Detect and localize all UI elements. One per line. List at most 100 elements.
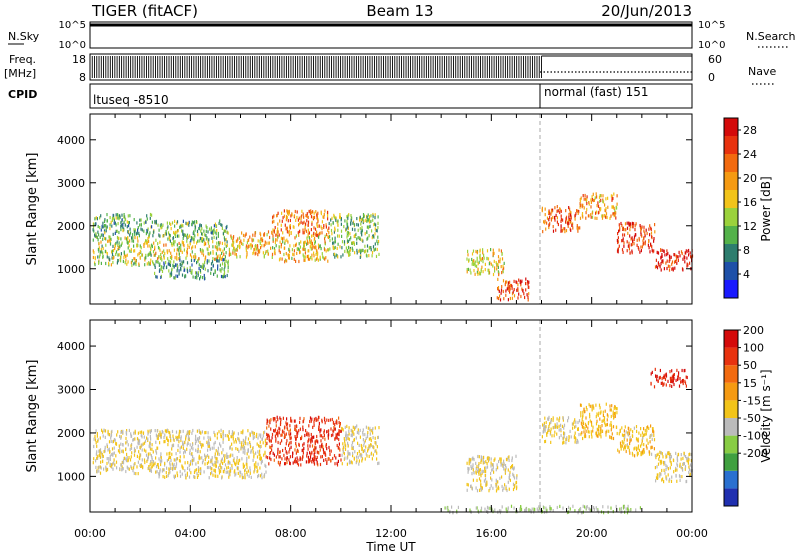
range-gate-cell xyxy=(151,443,153,447)
range-gate-cell xyxy=(314,227,317,231)
range-gate-cell xyxy=(217,452,219,456)
range-gate-cell xyxy=(365,452,367,456)
range-gate-cell xyxy=(249,235,251,239)
range-gate-cell xyxy=(174,276,176,280)
range-gate-cell xyxy=(319,444,321,449)
range-gate-cell xyxy=(173,248,175,252)
range-gate-cell xyxy=(160,460,162,464)
range-gate-cell xyxy=(363,215,365,219)
range-gate-cell xyxy=(224,434,226,438)
range-gate-cell xyxy=(235,438,237,442)
range-gate-cell xyxy=(222,275,224,279)
range-gate-cell xyxy=(176,220,179,224)
range-gate-cell xyxy=(193,232,195,236)
range-gate-cell xyxy=(115,241,117,246)
range-gate-cell xyxy=(250,243,252,247)
range-gate-cell xyxy=(190,471,192,475)
range-gate-cell xyxy=(653,447,655,451)
range-gate-cell xyxy=(590,213,592,217)
range-gate-cell xyxy=(155,465,158,469)
range-gate-cell xyxy=(161,459,163,463)
range-gate-cell xyxy=(688,465,690,469)
y-tick-label: 4000 xyxy=(57,134,85,147)
range-gate-cell xyxy=(170,437,172,441)
range-gate-cell xyxy=(182,243,184,247)
range-gate-cell xyxy=(376,451,378,455)
range-gate-cell xyxy=(278,258,281,262)
range-gate-cell xyxy=(584,409,586,414)
colorbar-swatch xyxy=(724,347,738,366)
range-gate-cell xyxy=(626,511,629,515)
range-gate-cell xyxy=(179,446,181,450)
range-gate-cell xyxy=(602,199,604,204)
range-gate-cell xyxy=(166,249,168,253)
range-gate-cell xyxy=(161,469,163,473)
range-gate-cell xyxy=(266,418,268,422)
range-gate-cell xyxy=(285,227,287,231)
range-gate-cell xyxy=(154,429,156,433)
range-gate-cell xyxy=(603,214,606,218)
range-gate-cell xyxy=(214,230,216,234)
range-gate-cell xyxy=(167,474,169,478)
range-gate-cell xyxy=(667,379,669,383)
range-gate-cell xyxy=(612,196,614,201)
range-gate-cell xyxy=(314,457,316,461)
range-gate-cell xyxy=(197,473,199,477)
range-gate-cell xyxy=(375,254,378,258)
range-gate-cell xyxy=(310,215,313,219)
range-gate-cell xyxy=(547,430,549,434)
range-gate-cell xyxy=(239,255,241,259)
range-gate-cell xyxy=(324,257,326,261)
range-gate-cell xyxy=(339,423,341,427)
range-gate-cell xyxy=(287,210,289,214)
range-gate-cell xyxy=(117,243,119,247)
range-gate-cell xyxy=(206,226,208,230)
range-gate-cell xyxy=(576,440,578,445)
range-gate-cell xyxy=(117,216,119,220)
colorbar-swatch xyxy=(724,208,738,226)
range-gate-cell xyxy=(547,427,550,431)
range-gate-cell xyxy=(184,461,186,465)
range-gate-cell xyxy=(223,236,225,240)
range-gate-cell xyxy=(279,427,281,431)
range-gate-cell xyxy=(94,257,96,261)
range-gate-cell xyxy=(643,443,645,447)
range-gate-cell xyxy=(297,231,299,235)
range-gate-cell xyxy=(309,455,312,459)
range-gate-cell xyxy=(557,209,559,213)
range-gate-cell xyxy=(573,434,576,438)
range-gate-cell xyxy=(188,464,190,468)
range-gate-cell xyxy=(598,424,600,428)
range-gate-cell xyxy=(335,433,337,437)
range-gate-cell xyxy=(592,198,594,203)
range-gate-cell xyxy=(370,443,372,447)
range-gate-cell xyxy=(97,456,99,460)
range-gate-cell xyxy=(592,425,594,429)
range-gate-cell xyxy=(570,211,572,215)
range-gate-cell xyxy=(549,505,551,509)
range-gate-cell xyxy=(101,244,103,248)
range-gate-cell xyxy=(326,418,328,422)
range-gate-cell xyxy=(584,422,587,426)
range-gate-cell xyxy=(324,437,326,441)
range-gate-cell xyxy=(220,428,222,432)
range-gate-cell xyxy=(469,460,472,464)
range-gate-cell xyxy=(105,229,107,233)
range-gate-cell xyxy=(285,450,287,454)
range-gate-cell xyxy=(179,470,181,474)
nsearch-tick-top: 10^5 xyxy=(698,20,725,31)
range-gate-cell xyxy=(201,443,203,447)
range-gate-cell xyxy=(326,460,328,464)
range-gate-cell xyxy=(170,222,172,227)
range-gate-cell xyxy=(175,435,177,439)
range-gate-cell xyxy=(319,231,321,235)
range-gate-cell xyxy=(377,242,379,246)
range-gate-cell xyxy=(647,243,649,247)
range-gate-cell xyxy=(505,507,507,511)
range-gate-cell xyxy=(325,223,327,227)
range-gate-cell xyxy=(225,237,227,242)
range-gate-cell xyxy=(284,260,286,264)
range-gate-cell xyxy=(355,436,357,440)
range-gate-cell xyxy=(208,227,211,231)
range-gate-cell xyxy=(121,449,123,453)
